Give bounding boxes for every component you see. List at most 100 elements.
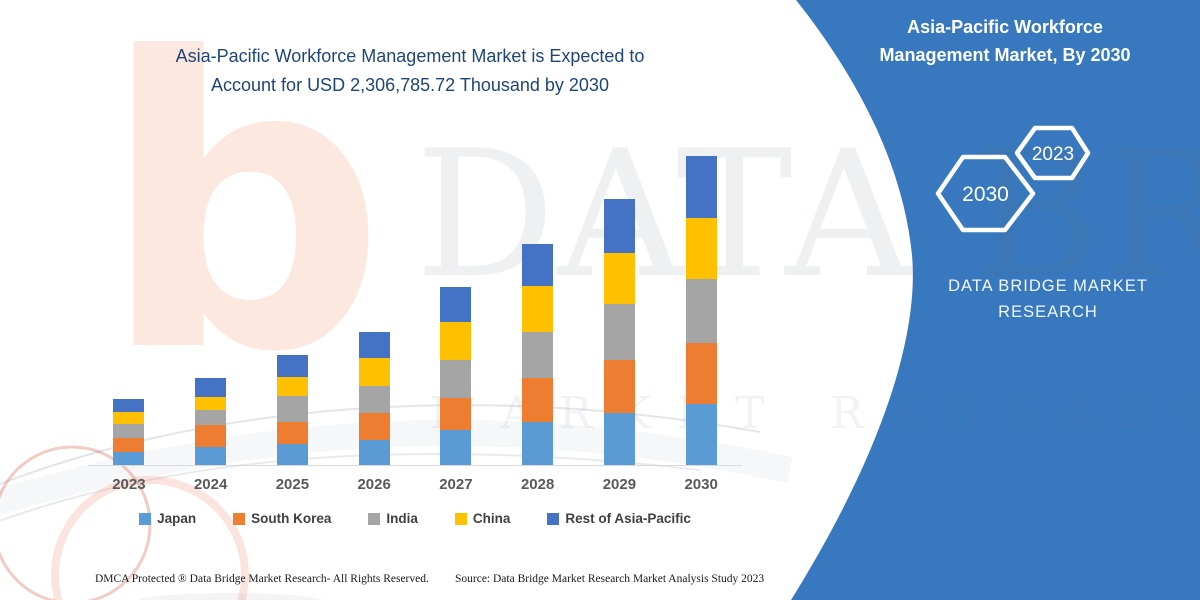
legend-item-japan: Japan <box>139 511 196 526</box>
brand-wordmark: DATA BRIDGE MARKET RESEARCH <box>898 273 1198 325</box>
market-research-text-watermark: MARKET RESEARCH <box>430 388 1200 439</box>
segment-china-2026 <box>358 358 390 386</box>
segment-japan-2027 <box>440 430 472 465</box>
segment-china-2030 <box>685 218 717 279</box>
x-tick-label-2025: 2025 <box>275 476 310 493</box>
x-tick-label-2024: 2024 <box>193 476 228 493</box>
segment-india-2028 <box>522 332 554 378</box>
segment-india-2025 <box>276 396 308 422</box>
segment-rest-of-asia-pacific-2028 <box>522 244 554 286</box>
segment-south-korea-2025 <box>276 422 308 444</box>
stacked-bar-2027 <box>440 287 472 465</box>
x-tick-label-2023: 2023 <box>112 476 146 493</box>
legend-label-china: China <box>472 511 511 526</box>
legend-label-india: India <box>386 511 418 526</box>
x-axis-labels: 2023 2024 2025 2026 2027 2028 2029 2030 <box>88 476 742 493</box>
stacked-bar-2030 <box>685 156 717 465</box>
panel-title-line1: Asia-Pacific Workforce <box>907 17 1103 37</box>
legend-label-japan: Japan <box>157 511 197 526</box>
segment-south-korea-2029 <box>603 360 635 413</box>
hexagon-2023-outline <box>1014 125 1091 181</box>
segment-japan-2030 <box>685 404 717 465</box>
segment-japan-2026 <box>358 440 390 465</box>
segment-south-korea-2026 <box>358 413 390 440</box>
legend-swatch-rest-of-asia-pacific <box>547 512 560 525</box>
legend-swatch-china <box>454 512 467 525</box>
legend-label-south-korea: South Korea <box>251 511 332 526</box>
x-tick-label-2030: 2030 <box>684 476 718 493</box>
segment-japan-2025 <box>276 444 308 465</box>
segment-rest-of-asia-pacific-2030 <box>685 156 717 218</box>
bar-column-2025 <box>252 152 334 465</box>
stacked-bar-2024 <box>195 378 227 465</box>
dmca-notice: DMCA Protected ® Data Bridge Market Rese… <box>95 573 429 585</box>
segment-india-2026 <box>358 386 390 413</box>
segment-india-2024 <box>195 410 227 425</box>
brand-line2: RESEARCH <box>998 303 1098 321</box>
bar-column-2024 <box>170 152 252 465</box>
segment-india-2027 <box>440 360 472 398</box>
x-tick-label-2029: 2029 <box>602 476 637 493</box>
bar-column-2029 <box>579 152 661 465</box>
legend-item-china: China <box>454 511 511 526</box>
source-note: Source: Data Bridge Market Research Mark… <box>455 573 765 585</box>
brand-line1: DATA BRIDGE MARKET <box>948 277 1148 295</box>
legend-swatch-japan <box>139 512 152 525</box>
segment-south-korea-2023 <box>113 438 145 452</box>
footer: DMCA Protected ® Data Bridge Market Rese… <box>0 573 1200 589</box>
bar-column-2027 <box>415 152 497 465</box>
segment-rest-of-asia-pacific-2025 <box>276 355 308 377</box>
segment-rest-of-asia-pacific-2027 <box>440 287 472 322</box>
segment-south-korea-2027 <box>440 398 472 430</box>
stacked-bar-2025 <box>276 355 308 465</box>
bar-column-2023 <box>88 152 170 465</box>
panel-title: Asia-Pacific Workforce Management Market… <box>840 13 1170 69</box>
segment-china-2025 <box>276 377 308 396</box>
legend-item-south-korea: South Korea <box>233 511 331 526</box>
x-axis-line <box>88 465 742 466</box>
legend-item-india: India <box>368 511 418 526</box>
segment-south-korea-2028 <box>522 378 554 422</box>
chart-legend: Japan South Korea India China Rest of Asia-P… <box>88 511 742 526</box>
bar-column-2028 <box>497 152 579 465</box>
legend-item-rest-of-asia-pacific: Rest of Asia-Pacific <box>547 511 691 526</box>
chart-title-line2: Account for USD 2,306,785.72 Thousand by… <box>211 75 609 95</box>
hexagon-2030-outline <box>935 154 1036 233</box>
chart-title-line1: Asia-Pacific Workforce Management Market… <box>175 46 645 66</box>
x-tick-label-2028: 2028 <box>520 476 555 493</box>
stacked-bar-2023 <box>113 399 145 465</box>
segment-rest-of-asia-pacific-2023 <box>113 399 145 412</box>
segment-japan-2024 <box>195 447 227 465</box>
segment-india-2023 <box>113 424 145 438</box>
x-tick-label-2027: 2027 <box>439 476 473 493</box>
hexagon-2023-label: 2023 <box>1032 144 1074 165</box>
bar-column-2026 <box>333 152 415 465</box>
segment-india-2030 <box>685 279 717 343</box>
legend-swatch-india <box>368 512 381 525</box>
plot-area <box>88 152 742 465</box>
legend-label-rest-of-asia-pacific: Rest of Asia-Pacific <box>565 511 691 526</box>
blue-panel-shape <box>791 0 1200 600</box>
segment-south-korea-2024 <box>195 425 227 447</box>
segment-japan-2028 <box>522 422 554 465</box>
segment-china-2028 <box>522 286 554 332</box>
segment-rest-of-asia-pacific-2026 <box>358 332 390 358</box>
segment-china-2024 <box>195 397 227 410</box>
stacked-bar-2029 <box>603 199 635 465</box>
segment-india-2029 <box>603 304 635 360</box>
segment-china-2027 <box>440 322 472 360</box>
segment-rest-of-asia-pacific-2029 <box>603 199 635 253</box>
segment-rest-of-asia-pacific-2024 <box>195 378 227 397</box>
year-hexagons: 2030 2023 <box>935 125 1091 233</box>
databridge-b-logo-watermark: b <box>100 0 387 440</box>
bar-column-2030 <box>660 152 742 465</box>
hexagon-2030-label: 2030 <box>962 183 1009 206</box>
segment-china-2023 <box>113 412 145 424</box>
segment-japan-2023 <box>113 452 145 465</box>
segment-japan-2029 <box>603 413 635 465</box>
x-tick-label-2026: 2026 <box>357 476 391 493</box>
legend-swatch-south-korea <box>233 512 246 525</box>
